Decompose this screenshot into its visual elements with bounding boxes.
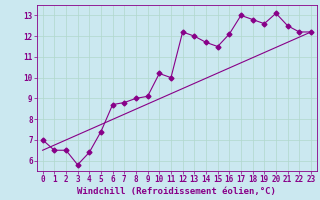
- X-axis label: Windchill (Refroidissement éolien,°C): Windchill (Refroidissement éolien,°C): [77, 187, 276, 196]
